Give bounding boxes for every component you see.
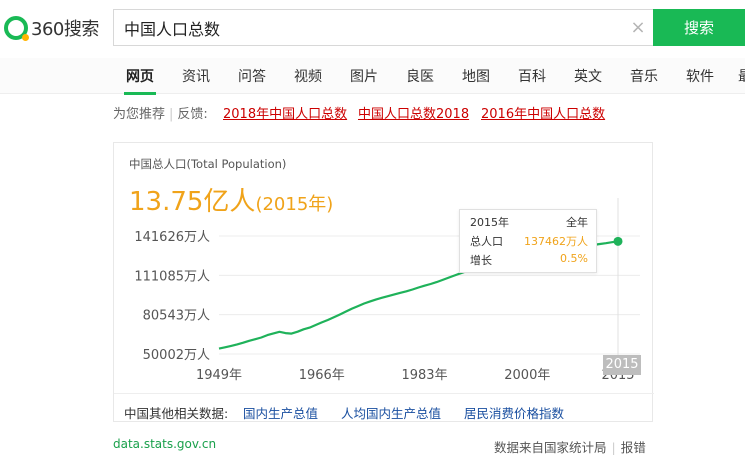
report-error-link[interactable]: 报错 (620, 440, 646, 455)
card-title: 中国总人口(Total Population) (129, 157, 287, 171)
tooltip-row-year: 2015年 全年 (470, 214, 588, 230)
chart-tooltip: 2015年 全年 总人口 137462万人 增长 0.5% (459, 209, 597, 273)
tooltip-total-value: 137462万人 (524, 235, 588, 248)
search-button[interactable]: 搜索 (653, 9, 745, 46)
related-link-cpi[interactable]: 居民消费价格指数 (464, 406, 565, 421)
tooltip-growth-label: 增长 (470, 254, 492, 267)
recommend-separator: | (169, 107, 174, 122)
logo-text: 360搜索 (31, 19, 99, 40)
year-badge: 2015 (603, 355, 641, 375)
nav-tabs: 网页 资讯 问答 视频 图片 良医 地图 百科 英文 音乐 软件 最 (0, 58, 745, 95)
feedback-link[interactable]: 反馈: (177, 107, 208, 122)
tooltip-year: 2015年 (470, 216, 509, 229)
tab-qa[interactable]: 问答 (238, 69, 266, 85)
related-link-gdp[interactable]: 国内生产总值 (243, 406, 319, 421)
tab-baike[interactable]: 百科 (518, 69, 546, 85)
tab-doctor[interactable]: 良医 (406, 69, 434, 85)
tooltip-growth-value: 0.5% (560, 252, 588, 265)
tooltip-row-total: 总人口 137462万人 (470, 233, 588, 249)
tab-english[interactable]: 英文 (574, 69, 602, 85)
search-input[interactable] (114, 10, 623, 45)
tab-images[interactable]: 图片 (350, 69, 378, 85)
tab-web[interactable]: 网页 (124, 66, 156, 95)
tooltip-scope: 全年 (566, 216, 588, 229)
footer-right: 数据来自国家统计局 | 报错 (494, 437, 646, 456)
x-tick-label: 2000年 (504, 368, 550, 383)
headline-number: 13.75亿人 (129, 187, 256, 217)
recommend-label: 为您推荐 | 反馈: (113, 103, 208, 122)
footer-separator: | (611, 440, 616, 455)
tab-music[interactable]: 音乐 (630, 69, 658, 85)
header: 360搜索 × 搜索 (0, 0, 745, 58)
recommend-link-1[interactable]: 2018年中国人口总数 (223, 107, 348, 122)
tab-more[interactable]: 最 (738, 66, 745, 86)
related-link-gdp-per-capita[interactable]: 人均国内生产总值 (341, 406, 442, 421)
recommend-link-3[interactable]: 2016年中国人口总数 (481, 107, 606, 122)
highlighted-data-point (613, 236, 623, 246)
population-card: 中国总人口(Total Population) 13.75亿人(2015年) 5… (113, 142, 654, 423)
x-tick-label: 1949年 (196, 368, 242, 383)
tab-map[interactable]: 地图 (462, 69, 490, 85)
logo[interactable]: 360搜索 (4, 14, 99, 42)
headline-value: 13.75亿人(2015年) (129, 181, 333, 218)
y-tick-label: 80543万人 (143, 309, 210, 324)
tab-video[interactable]: 视频 (294, 69, 322, 85)
headline-year: (2015年) (255, 194, 334, 215)
tab-news[interactable]: 资讯 (182, 69, 210, 85)
y-tick-label: 141626万人 (134, 230, 210, 245)
tooltip-row-growth: 增长 0.5% (470, 252, 588, 268)
source-note: 数据来自国家统计局 (494, 440, 607, 455)
tab-software[interactable]: 软件 (686, 69, 714, 85)
search-box: × (113, 9, 653, 46)
x-tick-label: 1983年 (401, 368, 447, 383)
x-tick-label: 1966年 (299, 368, 345, 383)
related-data-bar: 中国其他相关数据: 国内生产总值 人均国内生产总值 居民消费价格指数 (114, 393, 654, 423)
recommend-text: 为您推荐 (113, 107, 166, 122)
y-tick-label: 50002万人 (143, 348, 210, 363)
source-link[interactable]: data.stats.gov.cn (113, 437, 217, 451)
clear-icon[interactable]: × (630, 17, 646, 38)
recommend-link-2[interactable]: 中国人口总数2018 (358, 107, 470, 122)
related-label: 中国其他相关数据: (124, 406, 229, 421)
logo-icon (4, 16, 29, 41)
tooltip-total-label: 总人口 (470, 235, 503, 248)
y-tick-label: 111085万人 (134, 269, 210, 284)
